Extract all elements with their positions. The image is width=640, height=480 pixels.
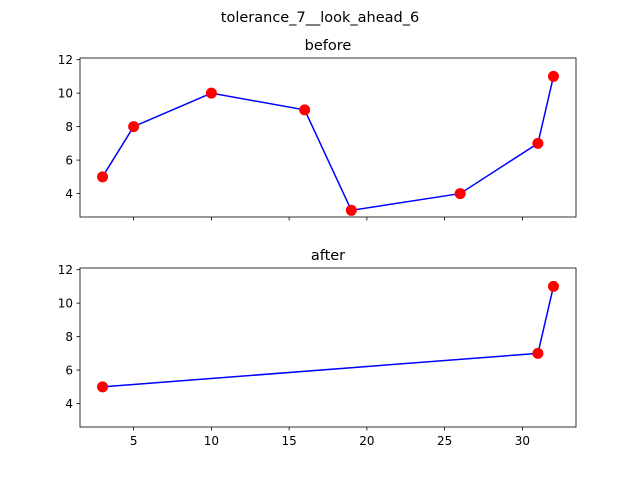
figure-suptitle: tolerance_7__look_ahead_6	[221, 10, 419, 26]
data-point	[454, 188, 466, 200]
subplot-title: after	[311, 248, 345, 264]
data-point	[97, 171, 109, 183]
y-tick-label: 10	[58, 86, 73, 100]
data-point	[547, 70, 559, 82]
data-point	[128, 121, 140, 133]
subplot-after: after 4 6 8 10 12 5 10 15 20 25 30	[58, 248, 577, 448]
y-tick-label: 12	[58, 53, 73, 67]
data-point	[205, 87, 217, 99]
y-tick-label: 4	[65, 187, 73, 201]
axes-frame	[79, 57, 577, 218]
x-tick-label: 20	[359, 434, 374, 448]
data-point	[97, 381, 109, 393]
y-tick-label: 8	[65, 330, 73, 344]
y-tick-label: 6	[65, 153, 73, 167]
y-tick-label: 4	[65, 397, 73, 411]
y-tick-label: 10	[58, 296, 73, 310]
data-point	[299, 104, 311, 116]
y-tick-label: 8	[65, 120, 73, 134]
data-point	[532, 137, 544, 149]
x-tick-label: 25	[437, 434, 452, 448]
data-point	[532, 347, 544, 359]
x-tick-label: 10	[204, 434, 219, 448]
data-point	[345, 204, 357, 216]
y-tick-label: 12	[58, 263, 73, 277]
subplot-title: before	[305, 38, 352, 54]
x-tick-label: 5	[130, 434, 138, 448]
y-tick-label: 6	[65, 363, 73, 377]
subplot-before: before 4 6 8 10 12	[58, 38, 577, 221]
x-tick-label: 30	[515, 434, 530, 448]
data-point	[547, 280, 559, 292]
series-line	[101, 76, 555, 212]
axes-frame	[79, 267, 577, 428]
x-tick-label: 15	[281, 434, 296, 448]
